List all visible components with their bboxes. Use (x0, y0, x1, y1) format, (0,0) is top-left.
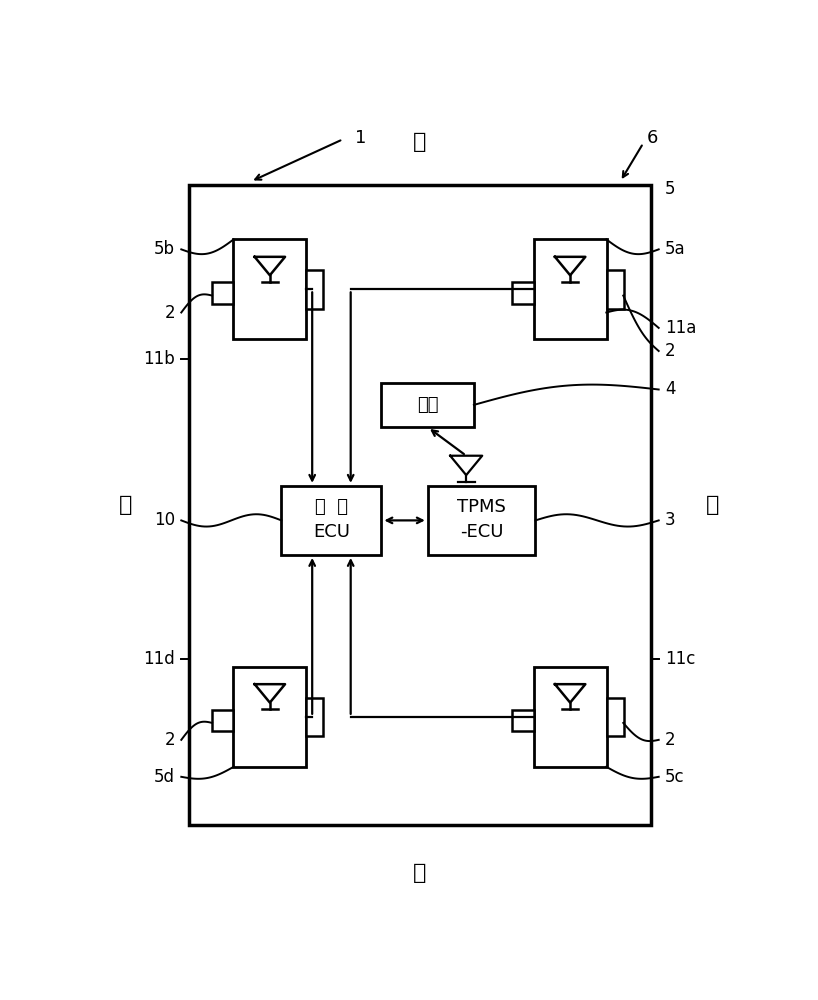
Text: 2: 2 (164, 304, 175, 322)
Bar (428, 486, 536, 555)
Text: 5a: 5a (665, 240, 685, 258)
Text: 5: 5 (665, 180, 676, 198)
Text: 10: 10 (154, 511, 175, 529)
Text: 2: 2 (665, 731, 676, 749)
Text: 1: 1 (354, 129, 366, 147)
Text: 4: 4 (665, 380, 676, 398)
Text: 11b: 11b (143, 350, 175, 368)
Bar (212, 710, 233, 731)
Text: ECU: ECU (313, 523, 350, 541)
Bar (281, 486, 381, 555)
Text: 后: 后 (412, 863, 426, 883)
Text: -ECU: -ECU (460, 523, 503, 541)
Bar (607, 270, 623, 309)
Bar (381, 383, 474, 427)
Bar (307, 698, 323, 736)
Text: 右: 右 (706, 495, 719, 515)
Text: 2: 2 (164, 731, 175, 749)
Text: 仪表: 仪表 (417, 396, 438, 414)
Bar (533, 667, 607, 767)
Text: 3: 3 (665, 511, 676, 529)
Text: 5d: 5d (154, 768, 175, 786)
Bar (512, 282, 533, 304)
Text: 2: 2 (665, 342, 676, 360)
Bar (233, 239, 307, 339)
Bar (512, 710, 533, 731)
Text: 11d: 11d (143, 650, 175, 668)
Bar (212, 282, 233, 304)
Bar (607, 698, 623, 736)
Bar (189, 185, 651, 825)
Bar (533, 239, 607, 339)
Bar (233, 667, 307, 767)
Text: 11c: 11c (665, 650, 695, 668)
Text: 5c: 5c (665, 768, 685, 786)
Text: 6: 6 (647, 129, 658, 147)
Bar (307, 270, 323, 309)
Text: 11a: 11a (665, 319, 696, 337)
Text: 左: 左 (119, 495, 133, 515)
Text: TPMS: TPMS (457, 498, 506, 516)
Text: 5b: 5b (154, 240, 175, 258)
Text: 制  动: 制 动 (315, 498, 348, 516)
Text: 前: 前 (412, 132, 426, 152)
